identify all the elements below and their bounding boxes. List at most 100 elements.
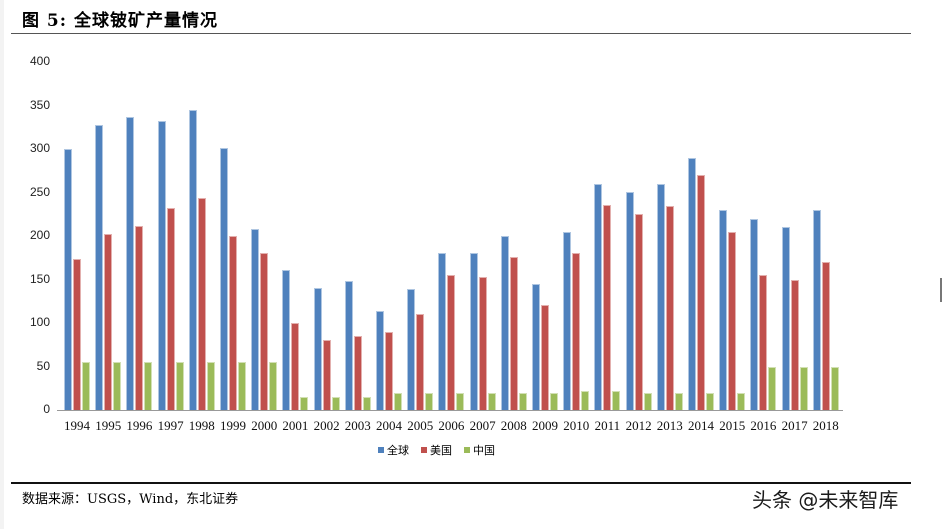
bar-china-1999 — [238, 362, 246, 410]
x-tick-label: 2005 — [407, 418, 434, 433]
bar-china-2006 — [456, 392, 465, 410]
bar-global-2014 — [688, 157, 696, 410]
y-tick-label: 250 — [29, 184, 50, 199]
x-tick-label: 1998 — [188, 418, 215, 433]
bar-usa-1996 — [135, 226, 144, 410]
legend-swatch-global — [378, 447, 384, 453]
y-tick-label: 150 — [29, 271, 50, 286]
bar-china-2003 — [362, 396, 371, 410]
bar-global-2006 — [438, 253, 447, 410]
bar-global-1999 — [220, 148, 228, 410]
bar-china-2002 — [331, 396, 340, 410]
x-tick-label: 2016 — [750, 418, 777, 433]
y-tick-label: 300 — [29, 141, 50, 155]
bar-global-1995 — [95, 124, 104, 410]
y-tick-label: 200 — [29, 228, 50, 242]
bar-usa-2016 — [759, 275, 768, 410]
bar-china-2004 — [394, 392, 402, 410]
bar-usa-1995 — [104, 234, 113, 410]
bar-global-1997 — [157, 121, 166, 410]
x-tick-label: 2018 — [812, 418, 839, 433]
bar-china-1996 — [144, 362, 153, 410]
bar-china-2010 — [581, 390, 590, 410]
x-tick-label: 2010 — [563, 418, 590, 433]
x-tick-label: 1996 — [126, 418, 153, 433]
x-tick-label: 1995 — [95, 418, 122, 433]
footer-divider — [11, 482, 911, 484]
bar-china-2014 — [706, 392, 714, 410]
bar-global-2016 — [750, 218, 759, 410]
bar-usa-2012 — [634, 214, 643, 410]
legend-label-china: 中国 — [473, 444, 495, 457]
data-source-note: 数据来源：USGS，Wind，东北证券 — [22, 492, 239, 507]
bar-china-2011 — [612, 390, 621, 410]
bar-usa-2002 — [322, 340, 331, 410]
bar-usa-1994 — [73, 259, 81, 410]
x-tick-label: 2007 — [469, 418, 496, 433]
bar-china-2018 — [830, 366, 839, 410]
legend-label-global: 全球 — [387, 444, 409, 457]
legend-swatch-china — [464, 447, 470, 453]
x-tick-label: 2017 — [781, 418, 808, 433]
edge-marker — [940, 278, 942, 302]
bar-china-2005 — [425, 392, 434, 410]
bar-china-2001 — [300, 396, 309, 410]
x-tick-label: 2003 — [344, 418, 371, 433]
bar-china-2016 — [768, 366, 777, 410]
bar-global-2012 — [625, 191, 634, 410]
bar-china-1997 — [175, 362, 184, 410]
legend-item-global: 全球 — [378, 442, 409, 458]
bar-global-2009 — [532, 283, 540, 410]
x-tick-label: 2013 — [656, 418, 683, 433]
x-tick-label: 2006 — [438, 418, 465, 433]
legend-swatch-usa — [421, 447, 427, 453]
x-tick-label: 2009 — [532, 418, 558, 433]
bar-china-2000 — [269, 362, 278, 410]
bar-global-2001 — [282, 269, 291, 410]
bar-global-2002 — [313, 288, 322, 410]
bar-usa-2011 — [603, 204, 612, 410]
chart-legend: 全球 美国 中国 — [378, 442, 507, 458]
x-tick-label: 2004 — [376, 418, 402, 433]
bar-global-2003 — [344, 281, 353, 410]
bar-china-1998 — [206, 362, 215, 410]
bar-usa-2003 — [353, 336, 362, 410]
bar-china-2015 — [737, 392, 746, 410]
bar-usa-2006 — [447, 275, 456, 410]
y-tick-label: 350 — [29, 97, 50, 112]
bar-usa-2005 — [416, 314, 425, 410]
x-tick-label: 1999 — [220, 418, 246, 433]
bar-global-2008 — [500, 236, 509, 410]
bar-global-2018 — [812, 209, 821, 410]
x-tick-label: 2015 — [719, 418, 746, 433]
x-tick-label: 1994 — [64, 418, 90, 433]
bar-usa-2007 — [478, 276, 487, 410]
bar-usa-2001 — [291, 323, 300, 410]
bar-global-2004 — [376, 310, 384, 410]
bar-usa-2009 — [541, 304, 549, 410]
y-tick-label: 400 — [29, 54, 50, 68]
bar-global-1996 — [126, 116, 135, 410]
bar-global-1994 — [64, 149, 72, 410]
page-left-margin — [0, 0, 4, 529]
bar-china-1994 — [82, 362, 90, 410]
bar-usa-2015 — [728, 231, 737, 410]
bar-usa-2017 — [790, 279, 799, 410]
bar-global-2007 — [469, 253, 478, 410]
bar-china-2008 — [518, 392, 527, 410]
bar-usa-1997 — [166, 208, 175, 410]
bar-usa-2018 — [821, 262, 830, 410]
y-tick-label: 100 — [29, 315, 50, 329]
watermark: 头条 @未来智库 — [752, 488, 899, 512]
bar-usa-2013 — [665, 205, 674, 410]
bar-china-2009 — [550, 392, 558, 410]
bar-global-2005 — [407, 289, 416, 410]
x-tick-label: 1997 — [157, 418, 184, 433]
bar-usa-2004 — [385, 331, 393, 410]
bar-china-2013 — [674, 392, 683, 410]
legend-label-usa: 美国 — [430, 444, 452, 457]
bar-china-2017 — [799, 366, 808, 410]
bar-china-2007 — [487, 392, 496, 410]
x-tick-label: 2000 — [251, 418, 278, 433]
bar-global-2017 — [781, 227, 790, 410]
